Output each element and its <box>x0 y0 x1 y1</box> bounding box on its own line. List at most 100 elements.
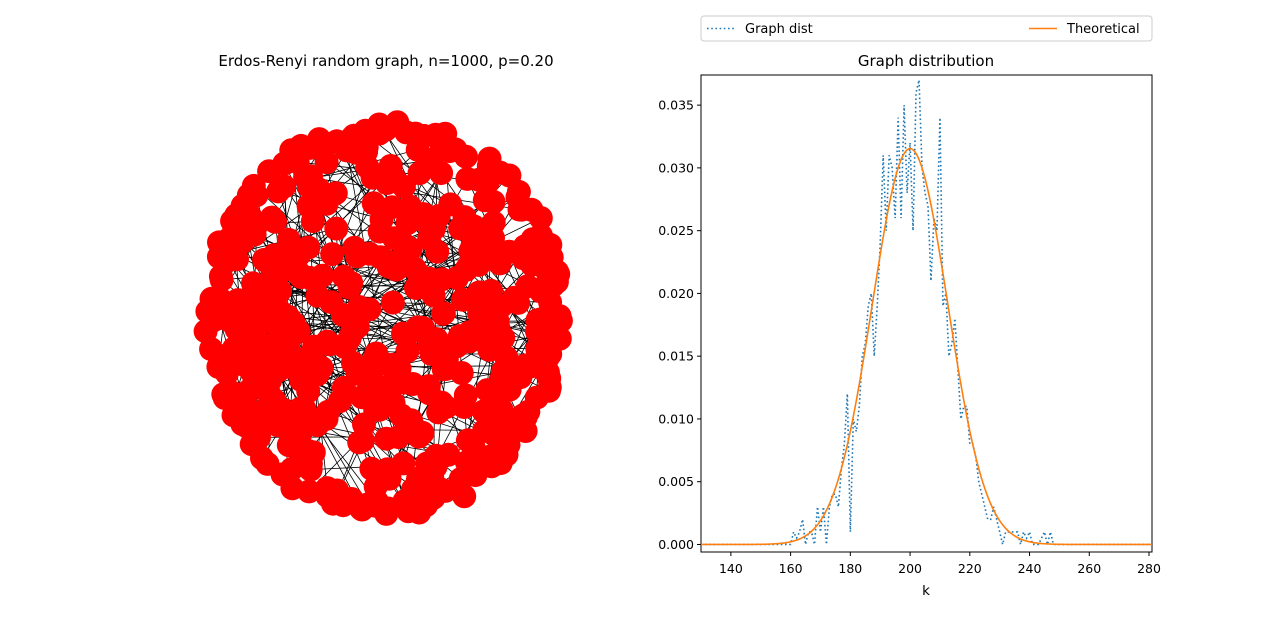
network-node <box>421 485 446 510</box>
network-node <box>454 144 478 169</box>
network-node <box>247 370 272 395</box>
network-node <box>340 350 365 375</box>
network-node <box>265 339 290 364</box>
network-node <box>454 257 479 282</box>
network-node <box>345 244 369 269</box>
network-node <box>331 264 356 289</box>
network-node <box>511 246 536 271</box>
network-node <box>364 341 389 366</box>
x-tick-label: 240 <box>1018 561 1042 576</box>
network-node <box>413 209 438 234</box>
network-node <box>330 303 355 327</box>
y-tick-label: 0.010 <box>658 411 694 426</box>
network-node <box>489 398 514 423</box>
network-node <box>529 223 553 248</box>
network-node <box>402 256 427 281</box>
network-node <box>461 214 486 239</box>
distribution-panel: Graph distribution 140 160 180 200 220 240 260… <box>658 15 1161 599</box>
y-axis-ticks: 0.000 0.005 0.010 0.015 0.020 0.025 0.030 0.035 <box>658 98 701 552</box>
network-node <box>324 216 349 241</box>
network-node <box>452 484 477 509</box>
network-node <box>266 315 291 340</box>
network-node <box>489 440 514 465</box>
network-node <box>380 290 405 315</box>
network-node <box>381 352 406 377</box>
network-node <box>361 371 386 396</box>
series-graph-dist-line <box>701 79 1152 546</box>
network-node <box>279 457 304 482</box>
network-node <box>320 242 345 267</box>
network-node <box>538 290 563 315</box>
network-node <box>528 206 553 230</box>
legend-box <box>700 15 1153 42</box>
network-node <box>507 197 532 222</box>
network-edge <box>308 244 551 492</box>
network-node <box>472 419 497 443</box>
network-node <box>349 496 373 521</box>
y-tick-label: 0.015 <box>658 349 694 364</box>
network-node <box>508 365 533 390</box>
network-node <box>234 193 259 218</box>
network-node <box>434 395 459 420</box>
x-tick-label: 280 <box>1137 561 1161 576</box>
network-node <box>219 380 244 405</box>
network-graph-panel: Erdos-Renyi random graph, n=1000, p=0.20 <box>193 52 573 526</box>
distribution-title: Graph distribution <box>858 52 994 70</box>
network-node <box>352 412 376 437</box>
x-tick-label: 140 <box>719 561 743 576</box>
network-node <box>506 179 531 204</box>
x-tick-label: 160 <box>779 561 803 576</box>
network-node <box>452 395 477 419</box>
network-node <box>412 123 436 148</box>
network-node <box>395 211 420 236</box>
y-tick-label: 0.035 <box>658 98 694 113</box>
network-node <box>289 368 314 393</box>
network-node <box>374 426 399 451</box>
series-layer <box>701 79 1152 546</box>
network-node <box>293 442 318 466</box>
network-node <box>307 127 332 152</box>
x-axis-ticks: 140 160 180 200 220 240 260 280 <box>719 552 1161 576</box>
network-node <box>305 283 330 308</box>
network-node <box>271 254 296 279</box>
x-tick-label: 220 <box>958 561 982 576</box>
network-node <box>305 413 330 438</box>
network-node <box>382 166 407 191</box>
network-node <box>209 267 234 292</box>
network-node <box>481 189 506 214</box>
network-node <box>266 179 291 204</box>
network-node <box>361 191 386 216</box>
legend-label-graph-dist: Graph dist <box>745 22 813 37</box>
network-node <box>268 278 292 303</box>
network-node <box>241 173 266 198</box>
x-tick-label: 180 <box>838 561 862 576</box>
network-node <box>513 419 538 443</box>
x-tick-label: 260 <box>1077 561 1101 576</box>
network-node <box>239 432 264 457</box>
network-node <box>472 316 496 340</box>
plot-frame <box>700 74 1153 553</box>
network-node <box>471 399 496 424</box>
network-node <box>280 476 305 501</box>
network-node <box>241 217 265 242</box>
network-node <box>235 333 260 358</box>
network-node <box>524 385 549 410</box>
network-node <box>376 254 401 279</box>
network-node <box>265 413 290 438</box>
network-node <box>467 280 492 305</box>
y-tick-label: 0.020 <box>658 286 694 301</box>
network-node <box>359 456 384 481</box>
network-node <box>297 174 321 199</box>
network-node <box>385 110 410 135</box>
x-tick-label: 200 <box>898 561 922 576</box>
network-node <box>309 355 334 380</box>
y-tick-label: 0.000 <box>658 537 694 552</box>
network-node <box>404 318 429 343</box>
network-node <box>399 417 424 442</box>
y-tick-label: 0.025 <box>658 223 694 238</box>
network-node <box>425 239 450 264</box>
network-node <box>193 319 218 344</box>
network-node <box>438 192 463 217</box>
network-node <box>400 372 425 396</box>
network-node <box>263 209 287 234</box>
